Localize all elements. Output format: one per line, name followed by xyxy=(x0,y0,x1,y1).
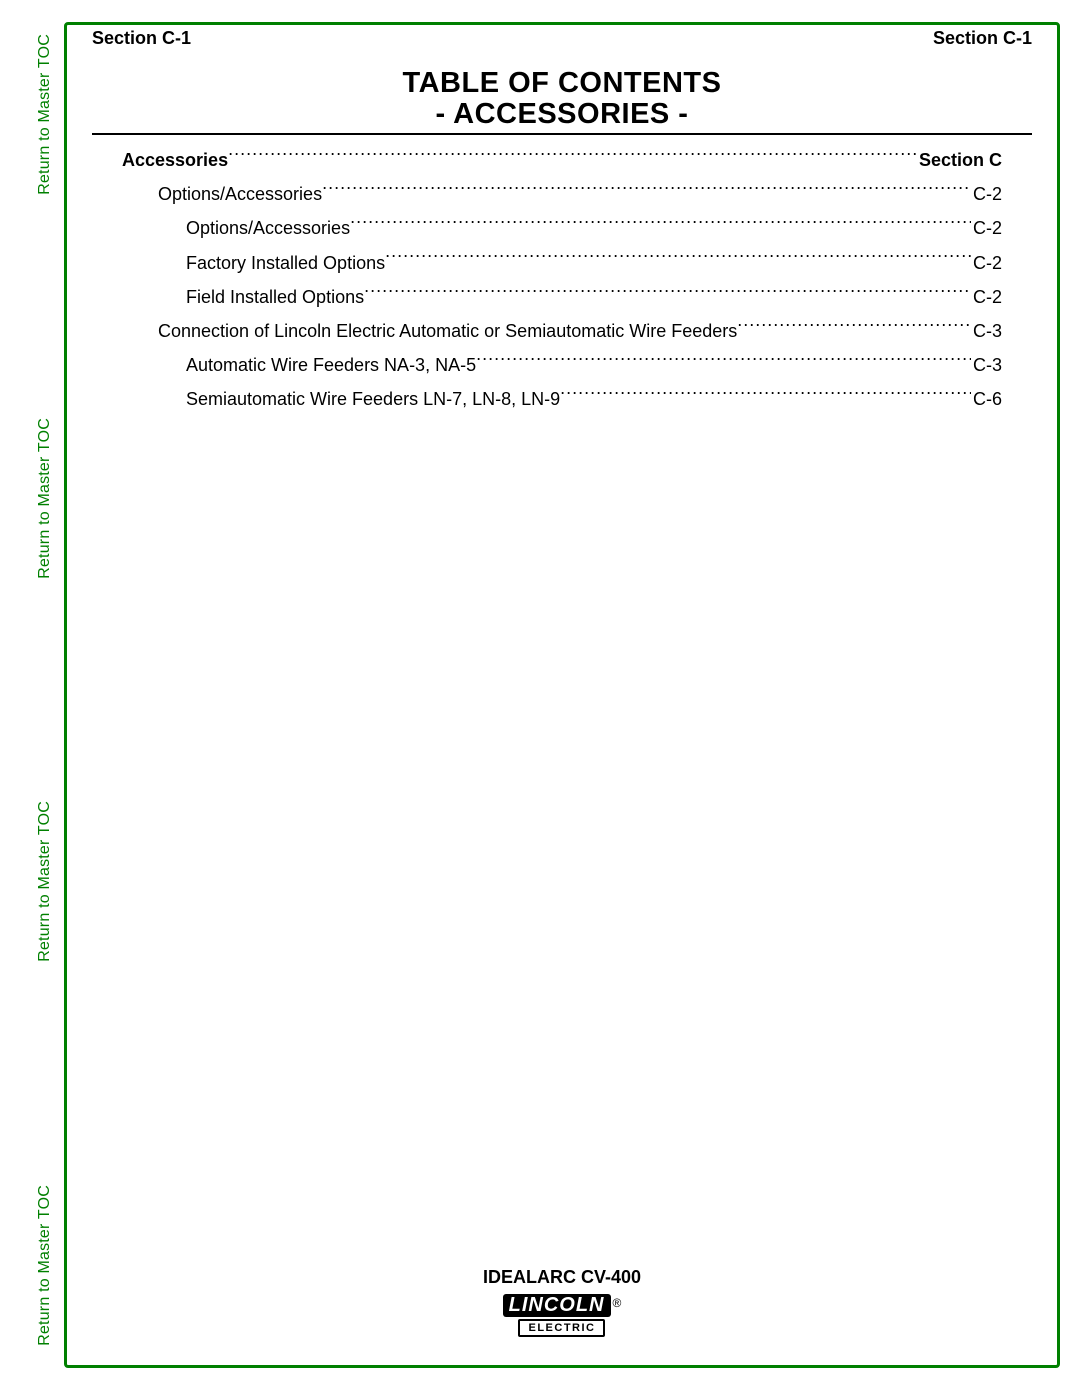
toc-entry[interactable]: Field Installed Options C-2 xyxy=(122,280,1002,314)
logo-subword: ELECTRIC xyxy=(518,1319,605,1337)
toc-leader-dots xyxy=(560,386,971,406)
logo-word: LINCOLN xyxy=(503,1294,611,1317)
title-block: TABLE OF CONTENTS - ACCESSORIES - xyxy=(92,67,1032,135)
toc-entry-page: C-3 xyxy=(971,314,1002,348)
side-link-group: Return to Master TOC xyxy=(30,797,60,966)
side-rail: Return to Master TOC Return to Master TO… xyxy=(30,30,60,1350)
toc-leader-dots xyxy=(364,283,971,303)
return-to-master-toc-link[interactable]: Return to Master TOC xyxy=(36,30,54,199)
toc-entry-label: Options/Accessories xyxy=(158,177,322,211)
toc-leader-dots xyxy=(228,146,917,166)
return-to-master-toc-link[interactable]: Return to Master TOC xyxy=(36,1181,54,1350)
return-to-master-toc-link[interactable]: Return to Master TOC xyxy=(36,414,54,583)
side-link-group: Return to Master TOC xyxy=(30,414,60,583)
section-label-right: Section C-1 xyxy=(933,28,1032,49)
toc-entry-page: C-2 xyxy=(971,177,1002,211)
product-name: IDEALARC CV-400 xyxy=(92,1267,1032,1288)
page-title: TABLE OF CONTENTS xyxy=(92,67,1032,100)
toc-entry-label: Automatic Wire Feeders NA-3, NA-5 xyxy=(186,348,476,382)
toc-leader-dots xyxy=(737,317,971,337)
section-label-left: Section C-1 xyxy=(92,28,191,49)
lincoln-electric-logo: LINCOLN ® ELECTRIC xyxy=(503,1294,622,1337)
toc-entry-label: Options/Accessories xyxy=(186,211,350,245)
toc-entry-page: C-6 xyxy=(971,382,1002,416)
page-footer: IDEALARC CV-400 LINCOLN ® ELECTRIC xyxy=(92,1267,1032,1337)
toc-entry-page: Section C xyxy=(917,143,1002,177)
toc-entry-label: Factory Installed Options xyxy=(186,246,385,280)
toc-entry-page: C-2 xyxy=(971,280,1002,314)
page: Return to Master TOC Return to Master TO… xyxy=(0,0,1080,1397)
return-to-master-toc-link[interactable]: Return to Master TOC xyxy=(36,797,54,966)
toc-entry-label: Field Installed Options xyxy=(186,280,364,314)
page-header: Section C-1 Section C-1 xyxy=(92,28,1032,49)
side-link-group: Return to Master TOC xyxy=(30,1181,60,1350)
toc-leader-dots xyxy=(350,215,971,235)
toc-entry[interactable]: Accessories Section C xyxy=(122,143,1002,177)
toc-entry[interactable]: Options/Accessories C-2 xyxy=(122,177,1002,211)
content-area: Section C-1 Section C-1 TABLE OF CONTENT… xyxy=(92,28,1032,417)
toc-entry[interactable]: Semiautomatic Wire Feeders LN-7, LN-8, L… xyxy=(122,382,1002,416)
toc-entry-label: Connection of Lincoln Electric Automatic… xyxy=(158,314,737,348)
title-underline xyxy=(92,133,1032,135)
toc-leader-dots xyxy=(322,180,971,200)
toc-leader-dots xyxy=(476,351,971,371)
toc-entry-page: C-2 xyxy=(971,211,1002,245)
toc-leader-dots xyxy=(385,249,971,269)
toc-entry-label: Accessories xyxy=(122,143,228,177)
toc-entry-label: Semiautomatic Wire Feeders LN-7, LN-8, L… xyxy=(186,382,560,416)
toc-entry-page: C-2 xyxy=(971,246,1002,280)
registered-trademark-icon: ® xyxy=(613,1296,622,1310)
toc-entry[interactable]: Options/Accessories C-2 xyxy=(122,211,1002,245)
toc-entry[interactable]: Connection of Lincoln Electric Automatic… xyxy=(122,314,1002,348)
page-subtitle: - ACCESSORIES - xyxy=(92,98,1032,131)
toc-entry[interactable]: Automatic Wire Feeders NA-3, NA-5 C-3 xyxy=(122,348,1002,382)
logo-top-row: LINCOLN ® xyxy=(503,1294,622,1317)
toc-entry-page: C-3 xyxy=(971,348,1002,382)
side-link-group: Return to Master TOC xyxy=(30,30,60,199)
toc-entry[interactable]: Factory Installed Options C-2 xyxy=(122,246,1002,280)
table-of-contents: Accessories Section COptions/Accessories … xyxy=(122,143,1002,417)
